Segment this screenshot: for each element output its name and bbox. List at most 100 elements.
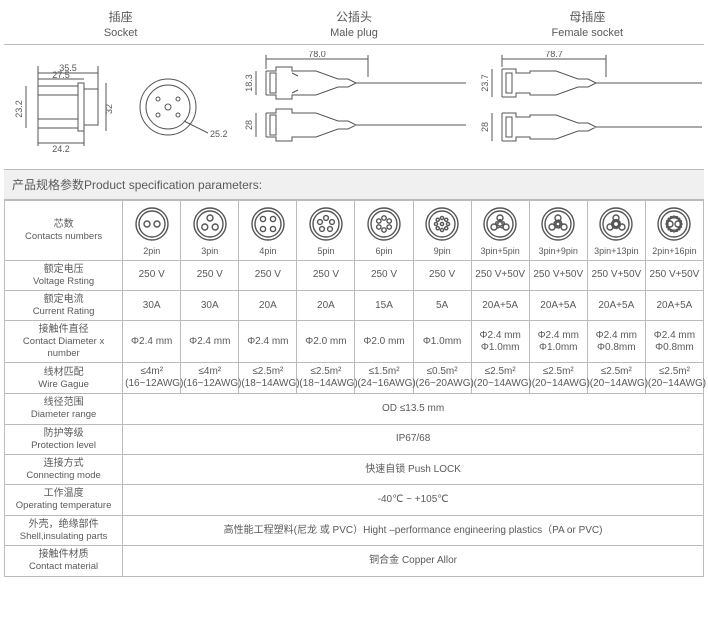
cell-voltage-7: 250 V+50V: [529, 260, 587, 290]
pin-header-7: 3pin+9pin: [529, 200, 587, 260]
cell-protect: IP67/68: [123, 424, 704, 454]
rowlabel-contacts: 芯数Contacts numbers: [5, 200, 123, 260]
cell-current-2: 20A: [239, 291, 297, 321]
cell-voltage-2: 250 V: [239, 260, 297, 290]
cell-current-1: 30A: [181, 291, 239, 321]
svg-text:78.7: 78.7: [545, 51, 563, 59]
cell-voltage-0: 250 V: [123, 260, 181, 290]
row-optemp: 工作温度Operating temperature-40℃ ~ +105℃: [5, 485, 704, 515]
cell-wire-3: ≤2.5m²(18~14AWG): [297, 363, 355, 394]
cell-voltage-3: 250 V: [297, 260, 355, 290]
header-female: 母插座 Female socket: [471, 4, 704, 44]
row-shell: 外壳，绝缘部件Shell,insulating parts高性能工程塑料(尼龙 …: [5, 515, 704, 545]
header-female-cn: 母插座: [471, 10, 704, 26]
rowlabel-current: 额定电流Current Rating: [5, 291, 123, 321]
female-socket-drawing: 78.7 23.7 28: [472, 51, 702, 161]
svg-text:24.2: 24.2: [52, 144, 70, 154]
cell-current-5: 5A: [413, 291, 471, 321]
cell-diameter-6: Φ2.4 mmΦ1.0mm: [471, 321, 529, 363]
cell-contactmat: 铜合金 Copper Allor: [123, 546, 704, 576]
header-male: 公插头 Male plug: [237, 4, 470, 44]
cell-wire-2: ≤2.5m²(18~14AWG): [239, 363, 297, 394]
pin-header-2: 4pin: [239, 200, 297, 260]
spec-table: 芯数Contacts numbers2pin3pin4pin5pin6pin9p…: [4, 200, 704, 577]
cell-wire-1: ≤4m²(16~12AWG): [181, 363, 239, 394]
pin-header-8: 3pin+13pin: [587, 200, 645, 260]
cell-current-9: 20A+5A: [645, 291, 703, 321]
rowlabel-optemp: 工作温度Operating temperature: [5, 485, 123, 515]
cell-current-0: 30A: [123, 291, 181, 321]
cell-connmode: 快速自锁 Push LOCK: [123, 455, 704, 485]
row-current: 额定电流Current Rating30A30A20A20A15A5A20A+5…: [5, 291, 704, 321]
cell-wire-4: ≤1.5m²(24~16AWG): [355, 363, 413, 394]
svg-text:32: 32: [104, 104, 114, 114]
header-male-cn: 公插头: [237, 10, 470, 26]
row-voltage: 额定电压Voltage Rsting250 V250 V250 V250 V25…: [5, 260, 704, 290]
cell-wire-6: ≤2.5m²(20~14AWG): [471, 363, 529, 394]
cell-diameter-1: Φ2.4 mm: [181, 321, 239, 363]
header-male-en: Male plug: [237, 26, 470, 40]
rowlabel-wire: 线材匹配Wire Gague: [5, 363, 123, 394]
header-socket-en: Socket: [4, 26, 237, 40]
row-protect: 防护等级Protection levelIP67/68: [5, 424, 704, 454]
rowlabel-connmode: 连接方式Connecting mode: [5, 455, 123, 485]
row-odrange: 线径范围Diameter rangeOD ≤13.5 mm: [5, 394, 704, 424]
svg-text:28: 28: [244, 120, 254, 130]
cell-voltage-9: 250 V+50V: [645, 260, 703, 290]
cell-current-7: 20A+5A: [529, 291, 587, 321]
svg-text:27.5: 27.5: [52, 70, 70, 80]
category-header-row: 插座 Socket 公插头 Male plug 母插座 Female socke…: [4, 4, 704, 45]
cell-shell: 高性能工程塑料(尼龙 或 PVC）Hight –performance engi…: [123, 515, 704, 545]
row-diameter: 接触件直径Contact Diameter x numberΦ2.4 mmΦ2.…: [5, 321, 704, 363]
cell-voltage-4: 250 V: [355, 260, 413, 290]
cell-current-4: 15A: [355, 291, 413, 321]
cell-voltage-5: 250 V: [413, 260, 471, 290]
cell-diameter-9: Φ2.4 mmΦ0.8mm: [645, 321, 703, 363]
svg-text:23.7: 23.7: [480, 74, 490, 92]
svg-text:25.2: 25.2: [210, 129, 228, 139]
cell-current-8: 20A+5A: [587, 291, 645, 321]
pin-header-6: 3pin+5pin: [471, 200, 529, 260]
cell-voltage-8: 250 V+50V: [587, 260, 645, 290]
cell-wire-8: ≤2.5m²(20~14AWG): [587, 363, 645, 394]
row-wire: 线材匹配Wire Gague≤4m²(16~12AWG)≤4m²(16~12AW…: [5, 363, 704, 394]
rowlabel-voltage: 额定电压Voltage Rsting: [5, 260, 123, 290]
rowlabel-diameter: 接触件直径Contact Diameter x number: [5, 321, 123, 363]
row-contacts: 芯数Contacts numbers2pin3pin4pin5pin6pin9p…: [5, 200, 704, 260]
rowlabel-protect: 防护等级Protection level: [5, 424, 123, 454]
cell-diameter-2: Φ2.4 mm: [239, 321, 297, 363]
pin-header-1: 3pin: [181, 200, 239, 260]
header-socket: 插座 Socket: [4, 4, 237, 44]
cell-wire-0: ≤4m²(16~12AWG): [123, 363, 181, 394]
cell-wire-5: ≤0.5m²(26~20AWG): [413, 363, 471, 394]
cell-voltage-6: 250 V+50V: [471, 260, 529, 290]
cell-diameter-4: Φ2.0 mm: [355, 321, 413, 363]
male-plug-drawing: 78.0 18.3 28: [236, 51, 466, 161]
cell-diameter-0: Φ2.4 mm: [123, 321, 181, 363]
socket-drawing: 35.5 27.5 23.2 32 24.2 25.2: [6, 51, 230, 161]
svg-text:28: 28: [480, 122, 490, 132]
cell-voltage-1: 250 V: [181, 260, 239, 290]
cell-wire-7: ≤2.5m²(20~14AWG): [529, 363, 587, 394]
cell-optemp: -40℃ ~ +105℃: [123, 485, 704, 515]
pin-header-9: 2pin+16pin: [645, 200, 703, 260]
svg-text:23.2: 23.2: [14, 100, 24, 118]
pin-header-5: 9pin: [413, 200, 471, 260]
svg-text:18.3: 18.3: [244, 74, 254, 92]
cell-current-6: 20A+5A: [471, 291, 529, 321]
pin-header-4: 6pin: [355, 200, 413, 260]
drawings-row: 35.5 27.5 23.2 32 24.2 25.2: [4, 45, 704, 169]
cell-diameter-5: Φ1.0mm: [413, 321, 471, 363]
row-contactmat: 接触件材质Contact material铜合金 Copper Allor: [5, 546, 704, 576]
rowlabel-odrange: 线径范围Diameter range: [5, 394, 123, 424]
cell-diameter-3: Φ2.0 mm: [297, 321, 355, 363]
cell-wire-9: ≤2.5m²(20~14AWG): [645, 363, 703, 394]
svg-text:78.0: 78.0: [308, 51, 326, 59]
pin-header-3: 5pin: [297, 200, 355, 260]
rowlabel-shell: 外壳，绝缘部件Shell,insulating parts: [5, 515, 123, 545]
cell-current-3: 20A: [297, 291, 355, 321]
rowlabel-contactmat: 接触件材质Contact material: [5, 546, 123, 576]
header-female-en: Female socket: [471, 26, 704, 40]
params-header: 产品规格参数Product specification parameters:: [4, 169, 704, 200]
pin-header-0: 2pin: [123, 200, 181, 260]
